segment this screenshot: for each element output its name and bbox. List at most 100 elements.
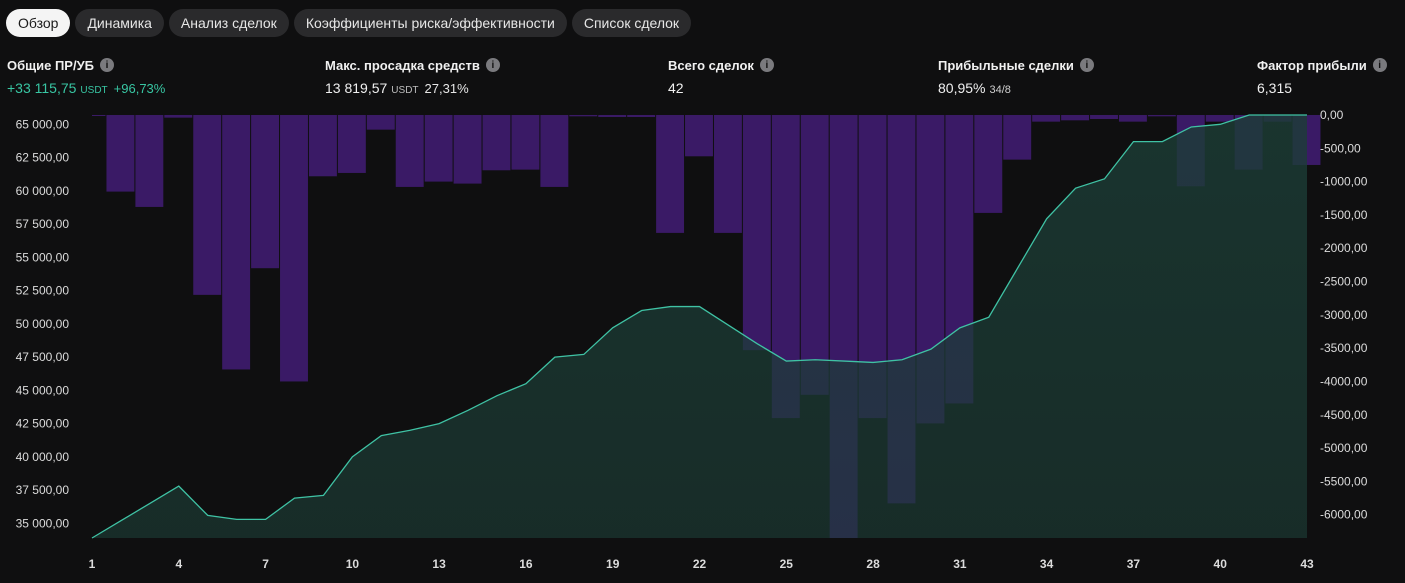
equity-line[interactable] <box>91 114 1307 539</box>
drawdown-bar[interactable] <box>106 115 135 192</box>
drawdown-bar[interactable] <box>627 115 656 117</box>
drawdown-bar[interactable] <box>222 115 251 370</box>
total-trades-value-row: 42 <box>668 80 774 96</box>
x-axis-tick-label: 37 <box>1127 557 1141 571</box>
drawdown-bar[interactable] <box>251 115 280 269</box>
net-pnl-label: Общие ПР/УБ <box>7 57 95 73</box>
x-axis-tick-label: 31 <box>953 557 967 571</box>
drawdown-bar[interactable] <box>482 115 511 171</box>
drawdown-bar[interactable] <box>656 115 685 233</box>
net-pnl-value: +33 115,75 <box>7 80 77 96</box>
right-axis-tick-label: -2000,00 <box>1320 241 1368 255</box>
drawdown-bar[interactable] <box>395 115 424 187</box>
equity-drawdown-chart[interactable]: 65 000,00 62 500,00 60 000,00 57 500,00 55 0… <box>0 106 1405 583</box>
tab-bar: Обзор Динамика Анализ сделок Коэффициенты р… <box>6 9 692 37</box>
drawdown-bar[interactable] <box>1032 115 1061 122</box>
drawdown-bar[interactable] <box>424 115 453 182</box>
stat-profit-factor: Фактор прибыли i 6,315 <box>1257 56 1387 96</box>
x-axis-tick-label: 19 <box>606 557 620 571</box>
left-axis-tick-label: 35 000,00 <box>16 516 70 530</box>
equity-area <box>92 115 1307 538</box>
x-axis-tick-label: 13 <box>432 557 446 571</box>
stat-max-drawdown: Макс. просадка средств i 13 819,57 USDT … <box>325 56 500 96</box>
drawdown-bar[interactable] <box>713 115 742 233</box>
info-icon[interactable]: i <box>100 58 115 72</box>
drawdown-bar[interactable] <box>1205 115 1234 122</box>
left-axis-tick-label: 42 500,00 <box>16 417 70 431</box>
left-axis-tick-label: 57 500,00 <box>16 217 70 231</box>
total-trades-label: Всего сделок <box>668 57 754 73</box>
right-axis-tick-label: -3500,00 <box>1320 341 1368 355</box>
stat-total-trades: Всего сделок i 42 <box>668 56 774 96</box>
drawdown-bar[interactable] <box>742 115 771 351</box>
x-axis-tick-label: 22 <box>693 557 707 571</box>
drawdown-bar[interactable] <box>685 115 713 157</box>
info-icon[interactable]: i <box>485 58 500 72</box>
max-drawdown-value-row: 13 819,57 USDT 27,31% <box>325 80 500 96</box>
x-axis-tick-label: 43 <box>1300 557 1314 571</box>
x-axis-tick-label: 1 <box>89 557 96 571</box>
profitable-trades-value: 80,95% <box>938 80 986 96</box>
left-axis-tick-label: 50 000,00 <box>16 317 70 331</box>
drawdown-bar[interactable] <box>453 115 482 184</box>
drawdown-bar[interactable] <box>540 115 569 187</box>
left-axis-tick-label: 65 000,00 <box>16 117 70 131</box>
stat-label-row: Фактор прибыли i <box>1257 56 1387 74</box>
drawdown-bar[interactable] <box>92 115 106 116</box>
right-axis-tick-label: -6000,00 <box>1320 508 1368 522</box>
drawdown-bar[interactable] <box>1003 115 1032 160</box>
profit-factor-value: 6,315 <box>1257 80 1293 96</box>
tab-2[interactable]: Анализ сделок <box>168 9 289 37</box>
drawdown-bar[interactable] <box>135 115 164 207</box>
drawdown-bar[interactable] <box>193 115 222 295</box>
right-axis-tick-label: -1000,00 <box>1320 175 1368 189</box>
drawdown-bar[interactable] <box>1147 115 1176 117</box>
right-axis-tick-label: -5500,00 <box>1320 474 1368 488</box>
max-drawdown-value: 13 819,57 <box>325 80 388 96</box>
total-trades-value: 42 <box>668 80 684 96</box>
profitable-trades-ratio: 34/8 <box>989 84 1011 96</box>
drawdown-bar[interactable] <box>569 115 598 117</box>
stat-label-row: Прибыльные сделки i <box>938 56 1094 74</box>
stat-profitable-trades: Прибыльные сделки i 80,95% 34/8 <box>938 56 1094 96</box>
max-drawdown-label: Макс. просадка средств <box>325 57 480 73</box>
drawdown-bar[interactable] <box>800 115 829 395</box>
drawdown-bar[interactable] <box>308 115 337 177</box>
info-icon[interactable]: i <box>1079 58 1094 72</box>
right-axis-tick-label: -3000,00 <box>1320 308 1368 322</box>
net-pnl-percent: +96,73% <box>113 81 166 96</box>
tab-3[interactable]: Коэффициенты риска/эффективности <box>293 9 567 37</box>
tab-0[interactable]: Обзор <box>6 9 71 37</box>
profit-factor-label: Фактор прибыли <box>1257 57 1367 73</box>
stat-label-row: Всего сделок i <box>668 56 774 74</box>
info-icon[interactable]: i <box>759 58 774 72</box>
net-pnl-value-row: +33 115,75 USDT +96,73% <box>7 80 165 96</box>
left-axis-tick-label: 37 500,00 <box>16 483 70 497</box>
drawdown-bar[interactable] <box>598 115 627 117</box>
x-axis-tick-label: 28 <box>866 557 880 571</box>
drawdown-bar[interactable] <box>164 115 193 118</box>
right-axis-tick-label: -5000,00 <box>1320 441 1368 455</box>
right-axis-tick-label: -4000,00 <box>1320 375 1368 389</box>
profitable-trades-value-row: 80,95% 34/8 <box>938 80 1094 96</box>
x-axis-tick-label: 16 <box>519 557 533 571</box>
drawdown-bar[interactable] <box>1090 115 1118 119</box>
drawdown-bar[interactable] <box>1061 115 1090 121</box>
drawdown-bar[interactable] <box>974 115 1003 213</box>
info-icon[interactable]: i <box>1372 58 1387 72</box>
left-axis-tick-label: 45 000,00 <box>16 383 70 397</box>
right-axis-tick-label: -1500,00 <box>1320 208 1368 222</box>
drawdown-bar[interactable] <box>366 115 395 130</box>
net-pnl-unit: USDT <box>80 85 108 96</box>
drawdown-bar[interactable] <box>511 115 540 170</box>
drawdown-bar[interactable] <box>337 115 366 173</box>
profit-factor-value-row: 6,315 <box>1257 80 1387 96</box>
drawdown-bar[interactable] <box>280 115 308 382</box>
x-axis-tick-label: 34 <box>1040 557 1054 571</box>
tab-4[interactable]: Список сделок <box>571 9 692 37</box>
tab-1[interactable]: Динамика <box>75 9 164 37</box>
x-axis-tick-label: 7 <box>262 557 269 571</box>
drawdown-bar[interactable] <box>1118 115 1147 122</box>
x-axis-tick-label: 10 <box>346 557 360 571</box>
left-axis-tick-label: 40 000,00 <box>16 450 70 464</box>
